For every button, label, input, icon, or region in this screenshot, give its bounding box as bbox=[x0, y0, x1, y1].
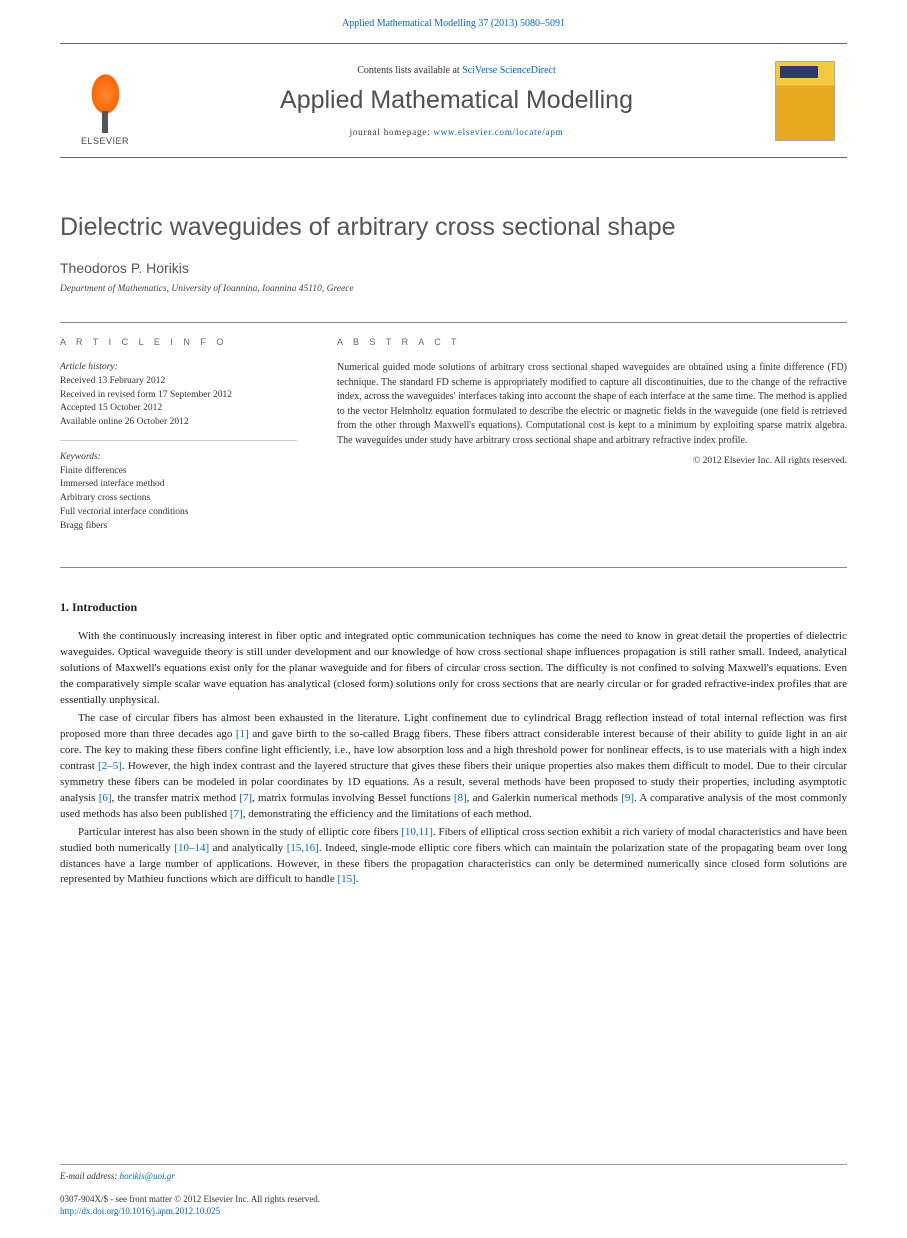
homepage-line: journal homepage: www.elsevier.com/locat… bbox=[150, 127, 763, 137]
p2-f: , and Galerkin numerical methods bbox=[467, 792, 622, 804]
doi-link[interactable]: http://dx.doi.org/10.1016/j.apm.2012.10.… bbox=[60, 1206, 220, 1216]
homepage-link[interactable]: www.elsevier.com/locate/apm bbox=[433, 127, 563, 137]
author-name: Theodoros P. Horikis bbox=[60, 260, 847, 276]
journal-masthead: ELSEVIER Contents lists available at Sci… bbox=[60, 43, 847, 158]
history-line: Received 13 February 2012 bbox=[60, 375, 297, 389]
ref-link-15-16[interactable]: [15,16] bbox=[287, 842, 319, 854]
keywords-label: Keywords: bbox=[60, 451, 297, 465]
ref-link-10-14[interactable]: [10–14] bbox=[174, 842, 209, 854]
running-header: Applied Mathematical Modelling 37 (2013)… bbox=[0, 0, 907, 37]
elsevier-logo[interactable]: ELSEVIER bbox=[70, 56, 140, 146]
contents-line: Contents lists available at SciVerse Sci… bbox=[150, 65, 763, 76]
contents-prefix: Contents lists available at bbox=[357, 65, 462, 76]
history-label: Article history: bbox=[60, 361, 297, 375]
ref-link-8[interactable]: [8] bbox=[454, 792, 467, 804]
elsevier-label: ELSEVIER bbox=[81, 136, 129, 146]
p2-e: , matrix formulas involving Bessel funct… bbox=[252, 792, 454, 804]
elsevier-tree-icon bbox=[78, 73, 133, 133]
intro-para-2: The case of circular fibers has almost b… bbox=[60, 711, 847, 823]
p2-h: , demonstrating the efficiency and the l… bbox=[243, 808, 532, 820]
p2-d: , the transfer matrix method bbox=[112, 792, 240, 804]
intro-heading: 1. Introduction bbox=[60, 600, 847, 615]
keyword: Full vectorial interface conditions bbox=[60, 506, 297, 520]
journal-cover-thumb[interactable] bbox=[775, 61, 835, 141]
history-line: Available online 26 October 2012 bbox=[60, 416, 297, 430]
p3-e: . bbox=[356, 873, 359, 885]
email-line: E-mail address: horikis@uoi.gr bbox=[60, 1171, 847, 1181]
ref-link-10-11[interactable]: [10,11] bbox=[401, 826, 433, 838]
keyword: Finite differences bbox=[60, 465, 297, 479]
title-section: Dielectric waveguides of arbitrary cross… bbox=[60, 213, 847, 294]
article-info-column: A R T I C L E I N F O Article history: R… bbox=[60, 323, 315, 567]
journal-name: Applied Mathematical Modelling bbox=[150, 86, 763, 115]
intro-para-3: Particular interest has also been shown … bbox=[60, 825, 847, 889]
history-line: Received in revised form 17 September 20… bbox=[60, 389, 297, 403]
p3-c: and analytically bbox=[209, 842, 287, 854]
ref-link-7a[interactable]: [7] bbox=[239, 792, 252, 804]
intro-para-1: With the continuously increasing interes… bbox=[60, 629, 847, 709]
email-label: E-mail address: bbox=[60, 1171, 120, 1181]
ref-link-15[interactable]: [15] bbox=[337, 873, 355, 885]
body-section: 1. Introduction With the continuously in… bbox=[60, 600, 847, 888]
masthead-center: Contents lists available at SciVerse Sci… bbox=[150, 55, 763, 147]
ref-link-1[interactable]: [1] bbox=[236, 728, 249, 740]
ref-link-9[interactable]: [9] bbox=[621, 792, 634, 804]
footnotes: E-mail address: horikis@uoi.gr 0307-904X… bbox=[60, 1164, 847, 1218]
ref-link-7b[interactable]: [7] bbox=[230, 808, 243, 820]
author-affiliation: Department of Mathematics, University of… bbox=[60, 284, 847, 294]
ref-link-2-5[interactable]: [2–5] bbox=[98, 760, 122, 772]
keyword: Bragg fibers bbox=[60, 520, 297, 534]
abstract-text: Numerical guided mode solutions of arbit… bbox=[337, 361, 847, 448]
keyword: Arbitrary cross sections bbox=[60, 492, 297, 506]
keyword: Immersed interface method bbox=[60, 478, 297, 492]
ref-link-6[interactable]: [6] bbox=[99, 792, 112, 804]
abstract-copyright: © 2012 Elsevier Inc. All rights reserved… bbox=[337, 456, 847, 466]
info-abstract-row: A R T I C L E I N F O Article history: R… bbox=[60, 322, 847, 568]
keywords-block: Keywords: Finite differences Immersed in… bbox=[60, 451, 297, 544]
citation-link[interactable]: Applied Mathematical Modelling 37 (2013)… bbox=[342, 18, 565, 29]
article-info-heading: A R T I C L E I N F O bbox=[60, 337, 297, 347]
issn-line: 0307-904X/$ - see front matter © 2012 El… bbox=[60, 1193, 847, 1206]
email-link[interactable]: horikis@uoi.gr bbox=[120, 1171, 175, 1181]
p3-a: Particular interest has also been shown … bbox=[78, 826, 401, 838]
history-line: Accepted 15 October 2012 bbox=[60, 402, 297, 416]
sciencedirect-link[interactable]: SciVerse ScienceDirect bbox=[462, 65, 556, 76]
article-title: Dielectric waveguides of arbitrary cross… bbox=[60, 213, 847, 242]
homepage-prefix: journal homepage: bbox=[350, 127, 434, 137]
abstract-heading: A B S T R A C T bbox=[337, 337, 847, 347]
article-history-block: Article history: Received 13 February 20… bbox=[60, 361, 297, 441]
abstract-column: A B S T R A C T Numerical guided mode so… bbox=[315, 323, 847, 567]
